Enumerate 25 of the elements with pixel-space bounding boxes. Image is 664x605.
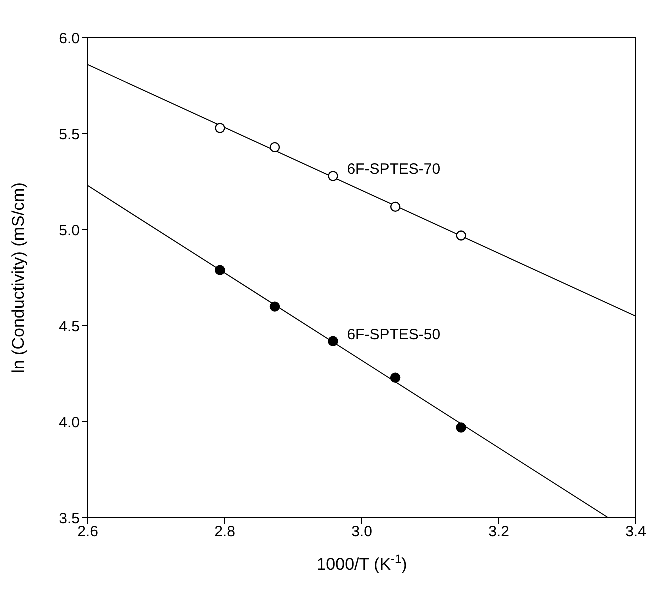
point (270, 142, 280, 153)
y-tick-label: 4.0 (59, 414, 80, 432)
point (456, 230, 466, 241)
point (390, 202, 401, 212)
point (215, 265, 226, 276)
point (328, 171, 338, 182)
y-tick-label: 5.5 (59, 126, 80, 144)
point (215, 123, 226, 134)
y-axis-title: ln (Conductivity) (mS/cm) (9, 182, 28, 374)
point (390, 372, 401, 383)
x-tick-label: 2.6 (78, 524, 98, 541)
series-label: 6F-SPTES-70 (347, 161, 441, 178)
y-tick-label: 6.0 (59, 30, 80, 48)
x-tick-label: 2.8 (214, 524, 236, 541)
y-tick-label: 5.0 (59, 222, 80, 240)
x-tick-label: 3.2 (488, 524, 510, 541)
x-tick-label: 3.4 (626, 524, 646, 541)
x-tick-label: 3.0 (352, 524, 372, 541)
series-label: 6F-SPTES-50 (347, 326, 441, 344)
y-tick-label: 4.5 (59, 318, 80, 336)
point (270, 302, 280, 312)
x-axis-title: 1000/T (K$^{-1}$) (316, 552, 408, 574)
y-tick-label: 3.5 (59, 510, 80, 528)
point (328, 336, 338, 346)
point (456, 422, 466, 433)
